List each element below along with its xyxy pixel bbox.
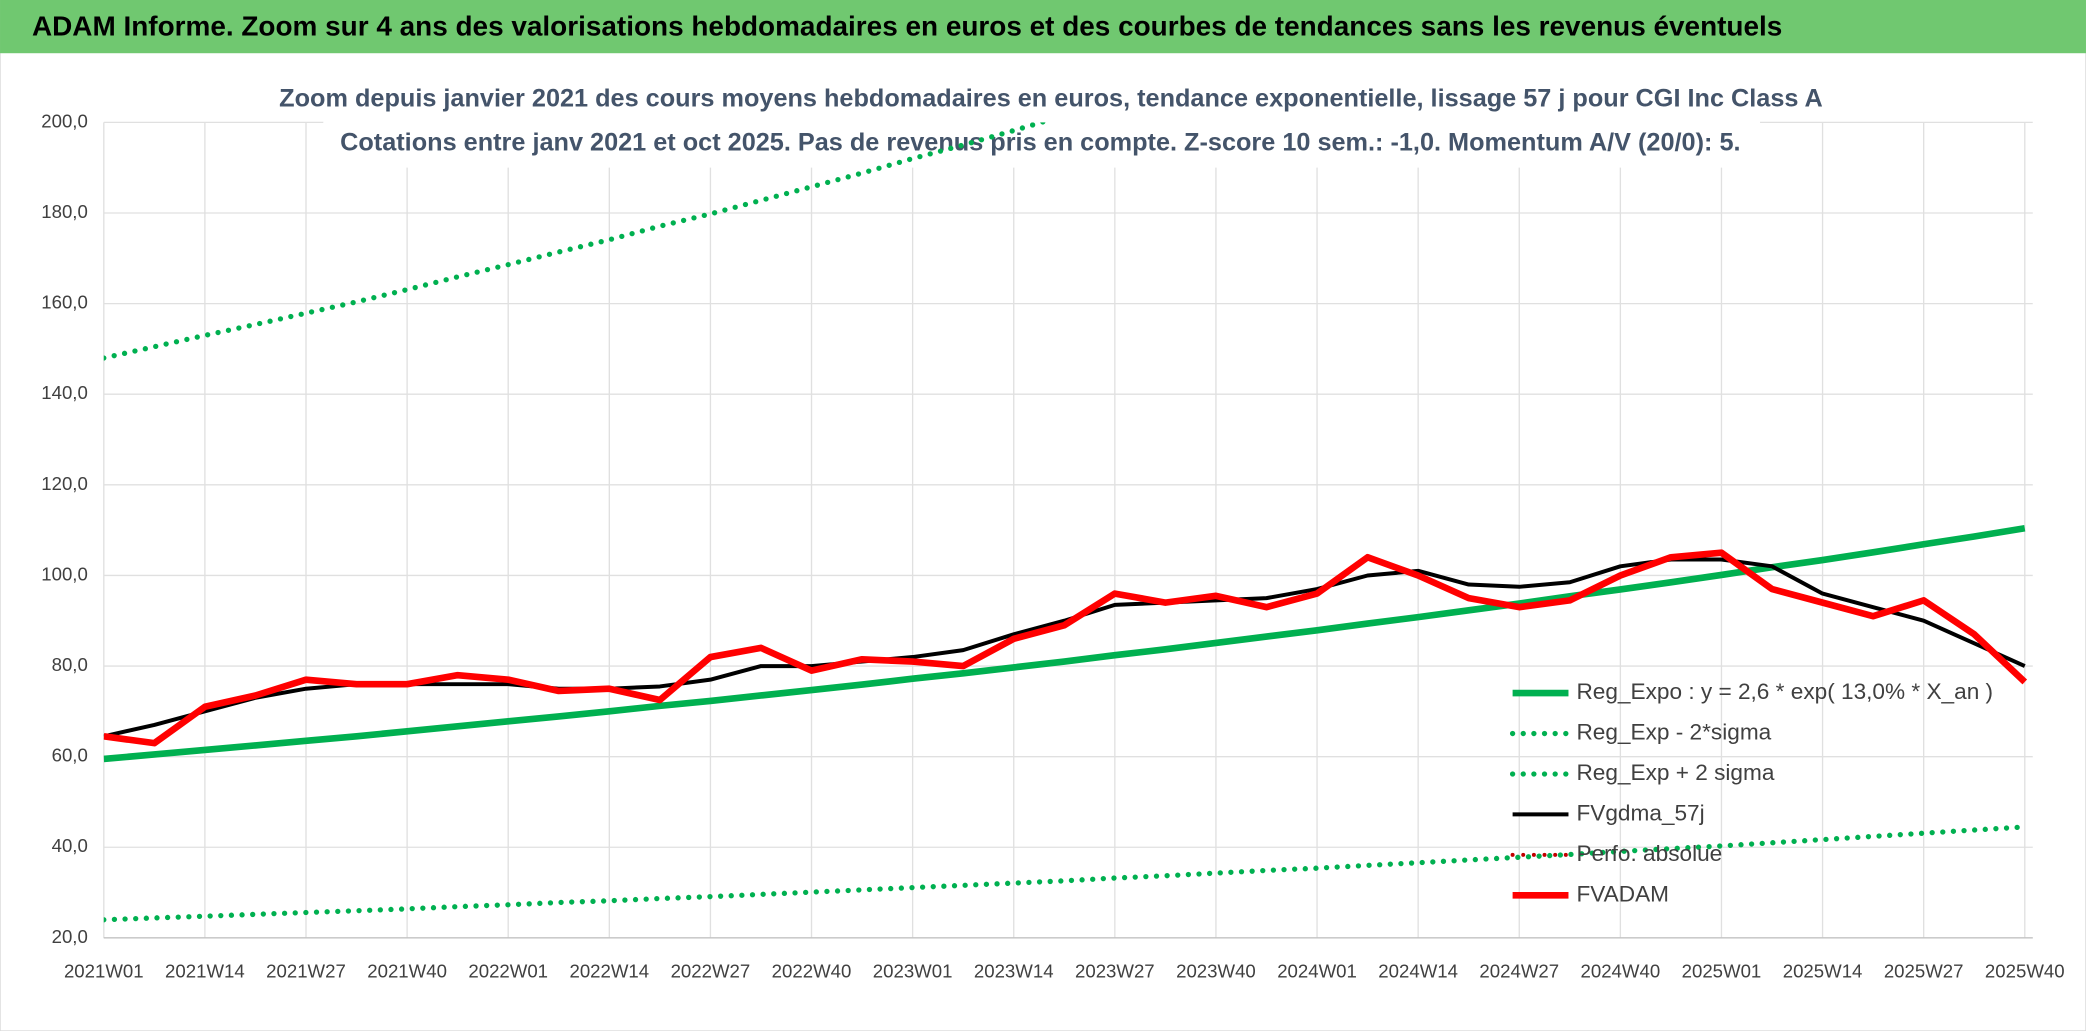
- x-tick-label: 2025W14: [1783, 960, 1863, 981]
- legend-label: FVADAM: [1576, 881, 1669, 906]
- chart-subtitle: Cotations entre janv 2021 et oct 2025. P…: [340, 128, 1740, 156]
- x-tick-label: 2024W01: [1277, 960, 1357, 981]
- x-tick-label: 2021W27: [266, 960, 346, 981]
- y-tick-label: 60,0: [52, 745, 88, 766]
- legend-label: Reg_Exp - 2*sigma: [1576, 720, 1771, 745]
- legend-label: Reg_Expo : y = 2,6 * exp( 13,0% * X_an ): [1576, 679, 1993, 704]
- y-tick-label: 160,0: [41, 292, 88, 313]
- series-group: [103, 122, 2028, 923]
- x-tick-label: 2022W27: [671, 960, 751, 981]
- y-tick-label: 80,0: [52, 654, 88, 675]
- x-tick-label: 2022W14: [569, 960, 649, 981]
- x-tick-label: 2024W27: [1479, 960, 1559, 981]
- x-tick-label: 2024W14: [1378, 960, 1458, 981]
- x-tick-label: 2023W01: [873, 960, 953, 981]
- y-tick-label: 120,0: [41, 473, 88, 494]
- x-tick-label: 2025W01: [1682, 960, 1762, 981]
- x-tick-label: 2023W27: [1075, 960, 1155, 981]
- y-tick-label: 180,0: [41, 201, 88, 222]
- x-tick-label: 2021W01: [64, 960, 144, 981]
- x-tick-label: 2025W27: [1884, 960, 1964, 981]
- x-tick-label: 2025W40: [1985, 960, 2065, 981]
- series-line: [103, 824, 2028, 923]
- y-tick-label: 20,0: [52, 926, 88, 947]
- legend-label: Reg_Exp + 2 sigma: [1576, 760, 1774, 785]
- series-line: [103, 122, 1051, 361]
- banner-bg: [0, 0, 2086, 54]
- y-tick-label: 100,0: [41, 563, 88, 584]
- legend-label: Perfo. absolue: [1576, 841, 1722, 866]
- y-tick-label: 200,0: [41, 110, 88, 131]
- banner: ADAM Informe. Zoom sur 4 ans des valoris…: [32, 10, 1782, 41]
- x-tick-label: 2021W14: [165, 960, 245, 981]
- y-tick-label: 140,0: [41, 382, 88, 403]
- series-line: [103, 524, 2026, 763]
- x-tick-label: 2021W40: [367, 960, 447, 981]
- x-tick-label: 2023W14: [974, 960, 1054, 981]
- y-tick-label: 40,0: [52, 835, 88, 856]
- x-tick-label: 2022W01: [468, 960, 548, 981]
- x-tick-label: 2024W40: [1581, 960, 1661, 981]
- legend-label: FVgdma_57j: [1576, 800, 1704, 825]
- chart-title: Zoom depuis janvier 2021 des cours moyen…: [279, 84, 1823, 112]
- x-tick-label: 2022W40: [772, 960, 852, 981]
- x-tick-label: 2023W40: [1176, 960, 1256, 981]
- series-line: [103, 549, 2028, 747]
